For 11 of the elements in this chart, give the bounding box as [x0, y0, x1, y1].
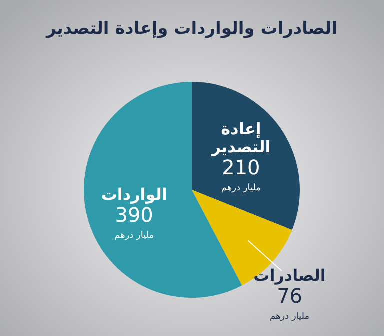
- data-label: 390: [115, 203, 154, 228]
- slice-label: إعادة التصدير: [210, 120, 271, 157]
- text: مليار درهم: [270, 312, 310, 322]
- slice-label: الصادرات: [254, 266, 326, 286]
- text: مليار درهم: [221, 184, 261, 194]
- data-label: 76: [277, 284, 303, 308]
- data-label: 210: [222, 156, 260, 180]
- chart-title: الصادرات والواردات وإعادة التصدير: [45, 19, 338, 39]
- slice-label: الواردات: [101, 185, 168, 204]
- pie-slice: [192, 82, 300, 230]
- text: مليار درهم: [114, 231, 154, 242]
